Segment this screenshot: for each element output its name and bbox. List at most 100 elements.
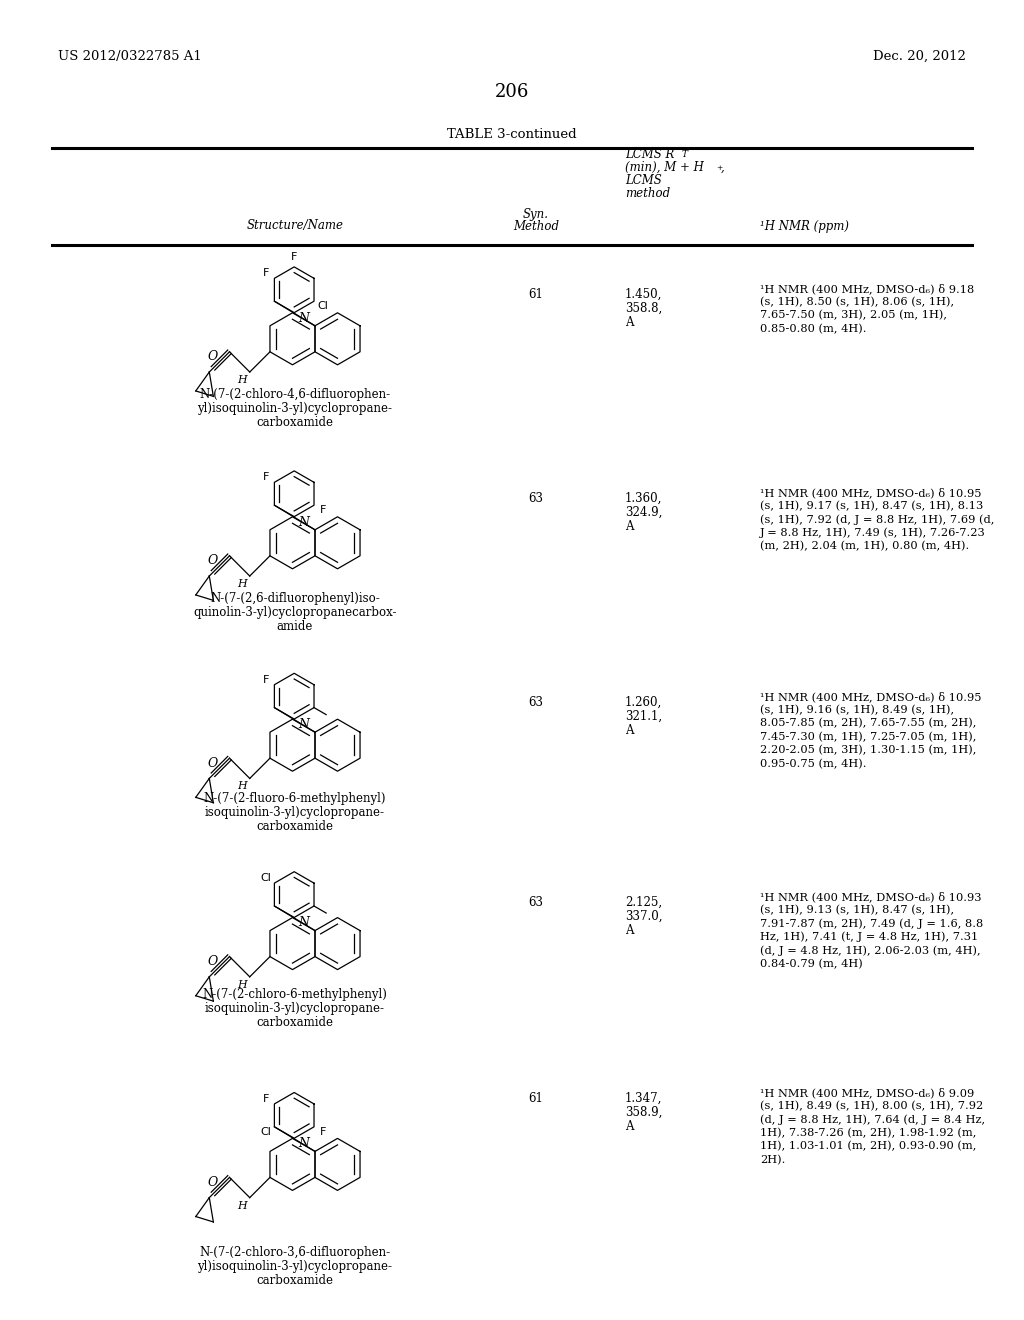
- Text: (d, J = 8.8 Hz, 1H), 7.64 (d, J = 8.4 Hz,: (d, J = 8.8 Hz, 1H), 7.64 (d, J = 8.4 Hz…: [760, 1114, 985, 1125]
- Text: 8.05-7.85 (m, 2H), 7.65-7.55 (m, 2H),: 8.05-7.85 (m, 2H), 7.65-7.55 (m, 2H),: [760, 718, 976, 729]
- Text: 1.360,: 1.360,: [625, 492, 663, 506]
- Text: 321.1,: 321.1,: [625, 710, 663, 723]
- Text: 1.450,: 1.450,: [625, 288, 663, 301]
- Text: LCMS R: LCMS R: [625, 148, 675, 161]
- Text: O: O: [208, 1176, 218, 1189]
- Text: 0.85-0.80 (m, 4H).: 0.85-0.80 (m, 4H).: [760, 323, 866, 334]
- Text: Hz, 1H), 7.41 (t, J = 4.8 Hz, 1H), 7.31: Hz, 1H), 7.41 (t, J = 4.8 Hz, 1H), 7.31: [760, 932, 978, 942]
- Text: A: A: [625, 924, 634, 937]
- Text: A: A: [625, 1119, 634, 1133]
- Text: (m, 2H), 2.04 (m, 1H), 0.80 (m, 4H).: (m, 2H), 2.04 (m, 1H), 0.80 (m, 4H).: [760, 541, 970, 552]
- Text: F: F: [262, 473, 269, 482]
- Text: 206: 206: [495, 83, 529, 102]
- Text: N: N: [298, 718, 309, 731]
- Text: 7.45-7.30 (m, 1H), 7.25-7.05 (m, 1H),: 7.45-7.30 (m, 1H), 7.25-7.05 (m, 1H),: [760, 731, 976, 742]
- Text: 0.84-0.79 (m, 4H): 0.84-0.79 (m, 4H): [760, 958, 863, 969]
- Text: (s, 1H), 7.92 (d, J = 8.8 Hz, 1H), 7.69 (d,: (s, 1H), 7.92 (d, J = 8.8 Hz, 1H), 7.69 …: [760, 513, 994, 524]
- Text: 2.125,: 2.125,: [625, 896, 663, 909]
- Text: F: F: [319, 506, 326, 515]
- Text: 61: 61: [528, 288, 544, 301]
- Text: yl)isoquinolin-3-yl)cyclopropane-: yl)isoquinolin-3-yl)cyclopropane-: [198, 403, 392, 414]
- Text: (s, 1H), 8.49 (s, 1H), 8.00 (s, 1H), 7.92: (s, 1H), 8.49 (s, 1H), 8.00 (s, 1H), 7.9…: [760, 1101, 983, 1111]
- Text: N-(7-(2-chloro-3,6-difluorophen-: N-(7-(2-chloro-3,6-difluorophen-: [200, 1246, 390, 1259]
- Text: carboxamide: carboxamide: [256, 1016, 334, 1030]
- Text: quinolin-3-yl)cyclopropanecarbox-: quinolin-3-yl)cyclopropanecarbox-: [194, 606, 396, 619]
- Text: O: O: [208, 554, 218, 568]
- Text: F: F: [291, 252, 297, 261]
- Text: H: H: [237, 979, 247, 990]
- Text: A: A: [625, 520, 634, 533]
- Text: ¹H NMR (400 MHz, DMSO-d₆) δ 9.18: ¹H NMR (400 MHz, DMSO-d₆) δ 9.18: [760, 282, 974, 294]
- Text: F: F: [262, 675, 269, 685]
- Text: O: O: [208, 756, 218, 770]
- Text: 2.20-2.05 (m, 3H), 1.30-1.15 (m, 1H),: 2.20-2.05 (m, 3H), 1.30-1.15 (m, 1H),: [760, 744, 976, 755]
- Text: ¹H NMR (ppm): ¹H NMR (ppm): [760, 220, 849, 234]
- Text: (s, 1H), 8.50 (s, 1H), 8.06 (s, 1H),: (s, 1H), 8.50 (s, 1H), 8.06 (s, 1H),: [760, 297, 954, 306]
- Text: F: F: [262, 268, 269, 279]
- Text: Dec. 20, 2012: Dec. 20, 2012: [873, 50, 966, 63]
- Text: amide: amide: [276, 620, 313, 634]
- Text: 63: 63: [528, 696, 544, 709]
- Text: 2H).: 2H).: [760, 1155, 785, 1164]
- Text: 7.91-7.87 (m, 2H), 7.49 (d, J = 1.6, 8.8: 7.91-7.87 (m, 2H), 7.49 (d, J = 1.6, 8.8: [760, 917, 983, 928]
- Text: method: method: [625, 187, 670, 201]
- Text: LCMS: LCMS: [625, 174, 662, 187]
- Text: 324.9,: 324.9,: [625, 506, 663, 519]
- Text: 358.9,: 358.9,: [625, 1106, 663, 1119]
- Text: 63: 63: [528, 896, 544, 909]
- Text: Method: Method: [513, 220, 559, 234]
- Text: H: H: [237, 375, 247, 385]
- Text: 337.0,: 337.0,: [625, 909, 663, 923]
- Text: 1H), 7.38-7.26 (m, 2H), 1.98-1.92 (m,: 1H), 7.38-7.26 (m, 2H), 1.98-1.92 (m,: [760, 1127, 976, 1138]
- Text: 1.347,: 1.347,: [625, 1092, 663, 1105]
- Text: A: A: [625, 723, 634, 737]
- Text: ,: ,: [721, 161, 725, 174]
- Text: H: H: [237, 579, 247, 589]
- Text: US 2012/0322785 A1: US 2012/0322785 A1: [58, 50, 202, 63]
- Text: (min), M + H: (min), M + H: [625, 161, 703, 174]
- Text: 358.8,: 358.8,: [625, 302, 663, 315]
- Text: Cl: Cl: [260, 873, 271, 883]
- Text: (s, 1H), 9.17 (s, 1H), 8.47 (s, 1H), 8.13: (s, 1H), 9.17 (s, 1H), 8.47 (s, 1H), 8.1…: [760, 500, 983, 511]
- Text: Cl: Cl: [260, 1127, 271, 1137]
- Text: N: N: [298, 1137, 309, 1150]
- Text: N-(7-(2-chloro-4,6-difluorophen-: N-(7-(2-chloro-4,6-difluorophen-: [200, 388, 390, 401]
- Text: Cl: Cl: [317, 301, 328, 312]
- Text: 0.95-0.75 (m, 4H).: 0.95-0.75 (m, 4H).: [760, 759, 866, 768]
- Text: isoquinolin-3-yl)cyclopropane-: isoquinolin-3-yl)cyclopropane-: [205, 807, 385, 818]
- Text: H: H: [237, 1201, 247, 1210]
- Text: +: +: [716, 164, 722, 172]
- Text: carboxamide: carboxamide: [256, 1274, 334, 1287]
- Text: F: F: [262, 1094, 269, 1104]
- Text: isoquinolin-3-yl)cyclopropane-: isoquinolin-3-yl)cyclopropane-: [205, 1002, 385, 1015]
- Text: O: O: [208, 956, 218, 968]
- Text: N-(7-(2-fluoro-6-methylphenyl): N-(7-(2-fluoro-6-methylphenyl): [204, 792, 386, 805]
- Text: (s, 1H), 9.16 (s, 1H), 8.49 (s, 1H),: (s, 1H), 9.16 (s, 1H), 8.49 (s, 1H),: [760, 705, 954, 715]
- Text: 61: 61: [528, 1092, 544, 1105]
- Text: A: A: [625, 315, 634, 329]
- Text: carboxamide: carboxamide: [256, 416, 334, 429]
- Text: 1H), 1.03-1.01 (m, 2H), 0.93-0.90 (m,: 1H), 1.03-1.01 (m, 2H), 0.93-0.90 (m,: [760, 1140, 976, 1151]
- Text: N: N: [298, 312, 309, 325]
- Text: 7.65-7.50 (m, 3H), 2.05 (m, 1H),: 7.65-7.50 (m, 3H), 2.05 (m, 1H),: [760, 310, 947, 321]
- Text: 63: 63: [528, 492, 544, 506]
- Text: Syn.: Syn.: [523, 209, 549, 220]
- Text: F: F: [319, 1127, 326, 1137]
- Text: ¹H NMR (400 MHz, DMSO-d₆) δ 10.93: ¹H NMR (400 MHz, DMSO-d₆) δ 10.93: [760, 891, 981, 902]
- Text: N: N: [298, 916, 309, 929]
- Text: ¹H NMR (400 MHz, DMSO-d₆) δ 10.95: ¹H NMR (400 MHz, DMSO-d₆) δ 10.95: [760, 690, 981, 702]
- Text: T: T: [682, 150, 688, 158]
- Text: (d, J = 4.8 Hz, 1H), 2.06-2.03 (m, 4H),: (d, J = 4.8 Hz, 1H), 2.06-2.03 (m, 4H),: [760, 945, 981, 956]
- Text: carboxamide: carboxamide: [256, 820, 334, 833]
- Text: (s, 1H), 9.13 (s, 1H), 8.47 (s, 1H),: (s, 1H), 9.13 (s, 1H), 8.47 (s, 1H),: [760, 904, 954, 915]
- Text: Structure/Name: Structure/Name: [247, 219, 343, 232]
- Text: TABLE 3-continued: TABLE 3-continued: [447, 128, 577, 141]
- Text: O: O: [208, 350, 218, 363]
- Text: ¹H NMR (400 MHz, DMSO-d₆) δ 10.95: ¹H NMR (400 MHz, DMSO-d₆) δ 10.95: [760, 487, 981, 498]
- Text: N-(7-(2,6-difluorophenyl)iso-: N-(7-(2,6-difluorophenyl)iso-: [210, 591, 380, 605]
- Text: ¹H NMR (400 MHz, DMSO-d₆) δ 9.09: ¹H NMR (400 MHz, DMSO-d₆) δ 9.09: [760, 1086, 974, 1098]
- Text: N: N: [298, 516, 309, 528]
- Text: J = 8.8 Hz, 1H), 7.49 (s, 1H), 7.26-7.23: J = 8.8 Hz, 1H), 7.49 (s, 1H), 7.26-7.23: [760, 528, 986, 539]
- Text: 1.260,: 1.260,: [625, 696, 663, 709]
- Text: N-(7-(2-chloro-6-methylphenyl): N-(7-(2-chloro-6-methylphenyl): [203, 987, 387, 1001]
